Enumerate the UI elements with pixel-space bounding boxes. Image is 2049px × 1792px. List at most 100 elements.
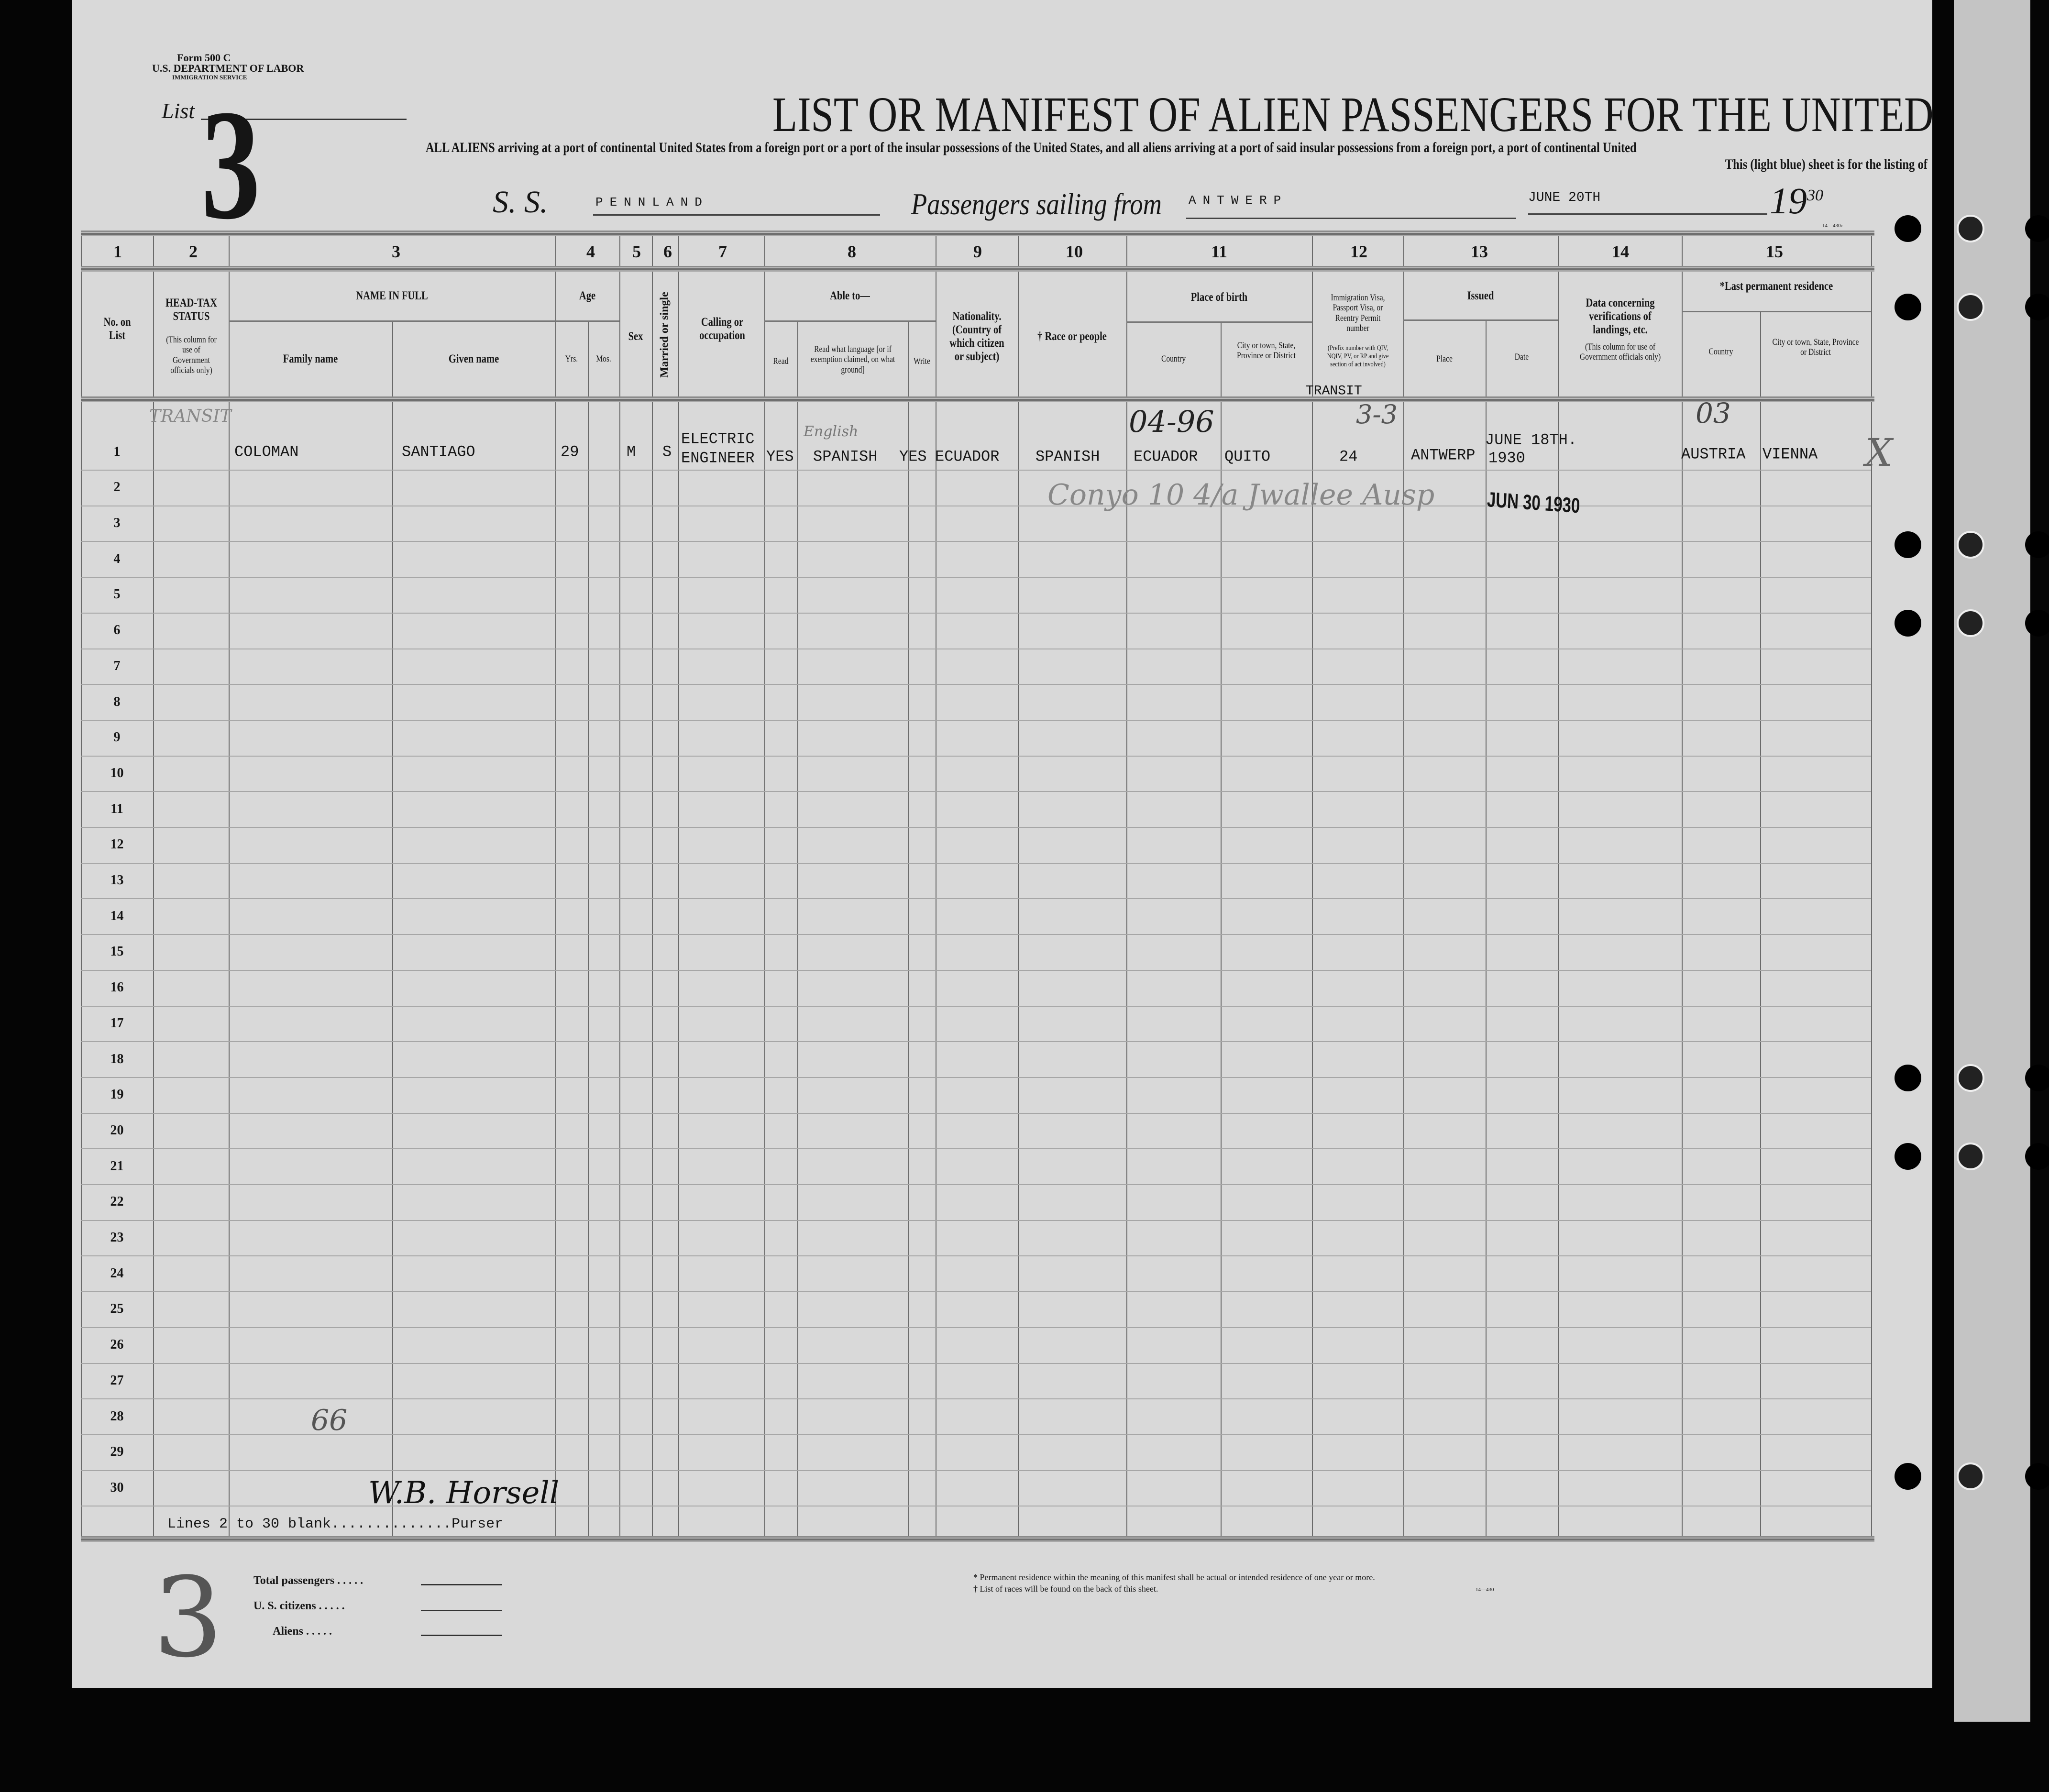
visa-cell[interactable]: 24 <box>1339 448 1358 466</box>
subcolumn-rule <box>1486 319 1487 1538</box>
birth-country-cell[interactable]: ECUADOR <box>1134 448 1198 466</box>
row-rule <box>81 1470 1871 1471</box>
punch-hole-icon <box>2025 1143 2049 1170</box>
res-country-cell[interactable]: AUSTRIA <box>1681 445 1746 463</box>
column-number: 4 <box>586 242 595 261</box>
row-rule <box>81 1112 1871 1114</box>
form-number: Form 500 C <box>177 52 231 64</box>
punch-hole-icon <box>1957 1143 1984 1170</box>
ss-label: S. S. <box>493 185 548 220</box>
calling-line-1[interactable]: ELECTRIC <box>681 430 755 448</box>
row-rule <box>81 1220 1871 1221</box>
able-subrule <box>764 320 936 322</box>
subcolumn-rule <box>1760 311 1761 1538</box>
married-cell[interactable]: S <box>662 443 672 461</box>
nationality-cell[interactable]: ECUADOR <box>935 448 1000 466</box>
issued-date-line-1[interactable]: JUNE 18TH. <box>1485 431 1577 449</box>
row-number: 26 <box>110 1337 124 1352</box>
header-married: Married or single <box>658 292 671 378</box>
row-rule <box>81 1041 1871 1043</box>
calling-line-2[interactable]: ENGINEER <box>681 449 755 467</box>
res-city-cell[interactable]: VIENNA <box>1763 445 1818 463</box>
punch-hole-icon <box>2025 294 2049 320</box>
header-write: Write <box>914 356 930 366</box>
row-rule <box>81 1291 1871 1293</box>
row-number: 13 <box>110 873 124 888</box>
sailing-date[interactable]: JUNE 20TH <box>1528 190 1601 205</box>
row-number: 28 <box>110 1408 124 1424</box>
residence-subrule <box>1682 311 1871 312</box>
birth-city-cell[interactable]: QUITO <box>1224 448 1271 466</box>
punch-hole-icon <box>1957 293 1984 321</box>
age-years-cell[interactable]: 29 <box>561 443 579 461</box>
issued-date-line-2[interactable]: 1930 <box>1488 449 1525 467</box>
punch-hole-icon <box>1895 294 1921 320</box>
count-handwritten: 66 <box>311 1404 348 1437</box>
header-calling: Calling or occupation <box>699 316 745 342</box>
header-nationality: Nationality. (Country of which citizen o… <box>949 310 1004 363</box>
row-rule <box>81 1148 1871 1150</box>
name-age-subrule <box>229 320 619 322</box>
punch-hole-icon <box>1895 215 1921 242</box>
header-verifications-note: (This column for use of Government offic… <box>1579 342 1661 363</box>
punch-hole-icon <box>1895 531 1921 558</box>
row-rule <box>81 791 1871 792</box>
aliens-field[interactable] <box>421 1635 502 1636</box>
row-rule <box>81 755 1871 757</box>
row-number: 10 <box>110 765 124 781</box>
column-number: 3 <box>392 242 400 261</box>
row-number: 4 <box>113 551 121 566</box>
header-res-country: Country <box>1708 347 1733 357</box>
row2-handwritten-note: Conyo 10 4/a Jwallee Ausp <box>1047 478 1435 512</box>
punch-hole-icon <box>1957 531 1984 559</box>
header-issued-date: Date <box>1514 352 1529 362</box>
header-yrs: Yrs. <box>565 354 578 364</box>
column-rule <box>153 232 154 1538</box>
read-cell[interactable]: YES <box>766 448 794 466</box>
row-number: 29 <box>110 1444 124 1460</box>
row-number: 6 <box>113 623 121 638</box>
total-passengers-field[interactable] <box>421 1584 502 1585</box>
us-citizens-field[interactable] <box>421 1610 502 1611</box>
row-rule <box>81 470 1871 471</box>
header-mos: Mos. <box>596 354 611 364</box>
row-rule <box>81 934 1871 935</box>
family-name-cell[interactable]: COLOMAN <box>234 443 299 461</box>
given-name-cell[interactable]: SANTIAGO <box>402 443 475 461</box>
date-underline <box>1528 213 1767 215</box>
issued-place-cell[interactable]: ANTWERP <box>1411 446 1476 464</box>
column-number: 8 <box>848 242 856 261</box>
header-no-on-list: No. on List <box>103 316 131 342</box>
headtax-transit-handwritten: TRANSIT <box>149 407 231 426</box>
header-verifications: Data concerning verifications of landing… <box>1586 297 1655 336</box>
row-rule <box>81 827 1871 828</box>
port-name[interactable]: ANTWERP <box>1189 193 1288 208</box>
ship-name[interactable]: PENNLAND <box>595 195 709 209</box>
row-number: 24 <box>110 1265 124 1281</box>
row-number: 11 <box>110 801 123 816</box>
language-cell[interactable]: SPANISH <box>813 448 878 466</box>
header-issued-place: Place <box>1436 354 1453 364</box>
write-cell[interactable]: YES <box>899 448 927 466</box>
language-handwritten: English <box>804 423 859 440</box>
row-number: 12 <box>110 837 124 852</box>
punch-hole-icon <box>1895 1143 1921 1170</box>
sex-cell[interactable]: M <box>627 443 636 461</box>
row-rule <box>81 1184 1871 1185</box>
row-rule <box>81 1363 1871 1364</box>
row-rule <box>81 612 1871 614</box>
subcolumn-rule <box>1221 321 1222 1538</box>
column-rule <box>1682 232 1683 1538</box>
column-rule <box>229 232 230 1538</box>
aliens-label: Aliens . . . . . <box>273 1625 332 1638</box>
header-age: Age <box>579 289 596 302</box>
row-number: 30 <box>110 1480 124 1495</box>
column-rule <box>1558 232 1559 1538</box>
row-rule <box>81 541 1871 542</box>
year-prefix: 19 <box>1770 180 1807 221</box>
year-suffix[interactable]: 30 <box>1807 187 1823 204</box>
cross-mark: X <box>1865 430 1893 475</box>
race-cell[interactable]: SPANISH <box>1036 448 1100 466</box>
column-number: 9 <box>973 242 982 261</box>
punch-hole-icon <box>1957 609 1984 637</box>
